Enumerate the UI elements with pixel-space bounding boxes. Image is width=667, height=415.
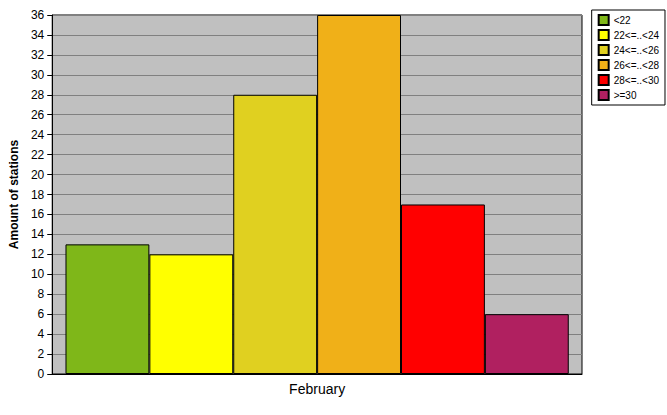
svg-text:20: 20 (31, 168, 45, 182)
svg-text:February: February (289, 381, 345, 397)
svg-text:30: 30 (31, 68, 45, 82)
svg-text:10: 10 (31, 267, 45, 281)
svg-text:>=30: >=30 (614, 90, 637, 101)
svg-text:16: 16 (31, 207, 45, 221)
svg-text:22<=..<24: 22<=..<24 (614, 30, 660, 41)
svg-text:28<=..<30: 28<=..<30 (614, 75, 660, 86)
svg-text:26: 26 (31, 108, 45, 122)
svg-text:2: 2 (38, 347, 45, 361)
svg-text:4: 4 (38, 327, 45, 341)
svg-text:12: 12 (31, 247, 45, 261)
svg-text:18: 18 (31, 188, 45, 202)
svg-text:14: 14 (31, 227, 45, 241)
svg-text:24: 24 (31, 128, 45, 142)
svg-text:36: 36 (31, 8, 45, 22)
svg-text:8: 8 (38, 287, 45, 301)
svg-text:<22: <22 (614, 15, 631, 26)
svg-text:0: 0 (38, 367, 45, 381)
svg-text:26<=..<28: 26<=..<28 (614, 60, 660, 71)
svg-text:24<=..<26: 24<=..<26 (614, 45, 660, 56)
svg-text:34: 34 (31, 28, 45, 42)
svg-text:Amount of stations: Amount of stations (7, 140, 21, 250)
svg-text:22: 22 (31, 148, 45, 162)
svg-text:6: 6 (38, 307, 45, 321)
svg-text:28: 28 (31, 88, 45, 102)
svg-text:32: 32 (31, 48, 45, 62)
